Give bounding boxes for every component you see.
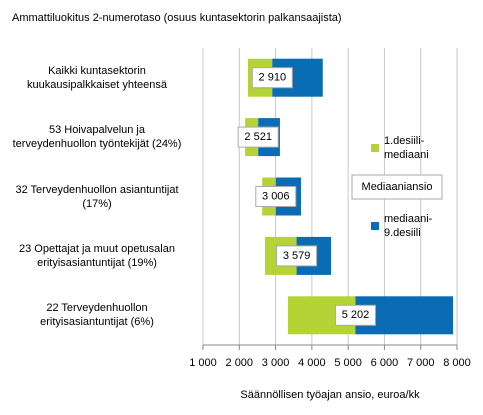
x-tick-label: 5 000 xyxy=(334,357,362,369)
median-box xyxy=(276,245,318,267)
chart-title: Ammattiluokitus 2-numerotaso (osuus kunt… xyxy=(12,12,342,24)
x-tick-label: 3 000 xyxy=(262,357,290,369)
category-label: 23 Opettajat ja muut opetusalan erityisa… xyxy=(19,242,175,269)
x-tick-label: 6 000 xyxy=(371,357,399,369)
median-label: 2 521 xyxy=(244,131,272,143)
median-label: 3 006 xyxy=(262,190,290,202)
x-axis-title: Säännöllisen työajan ansio, euroa/kk xyxy=(240,389,420,401)
x-tick-label: 2 000 xyxy=(226,357,254,369)
category-label: 22 Terveydenhuollon erityisasiantuntijat… xyxy=(40,302,154,329)
median-box xyxy=(255,186,297,207)
median-label: 5 202 xyxy=(342,309,370,321)
x-tick-label: 7 000 xyxy=(407,357,435,369)
legend-label: Mediaaniansio xyxy=(362,181,433,193)
legend-swatch xyxy=(371,222,379,230)
legend-swatch xyxy=(371,144,379,152)
median-box xyxy=(251,67,293,89)
x-tick-label: 8 000 xyxy=(443,357,471,369)
legend-label: mediaani- 9.desiili xyxy=(384,213,433,239)
x-tick-label: 4 000 xyxy=(298,357,326,369)
median-label: 2 910 xyxy=(259,72,287,84)
median-box xyxy=(334,304,376,326)
legend-box xyxy=(351,174,443,200)
legend-label: 1.desiili- mediaani xyxy=(384,135,429,161)
median-box xyxy=(237,126,279,148)
category-label: Kaikki kuntasektorin kuukausipalkkaiset … xyxy=(26,64,168,91)
median-label: 3 579 xyxy=(283,250,311,262)
category-label: 32 Terveydenhuollon asiantuntijat (17%) xyxy=(15,183,179,210)
category-label: 53 Hoivapalvelun ja terveydenhuollon työ… xyxy=(12,124,182,151)
x-tick-label: 1 000 xyxy=(189,357,217,369)
